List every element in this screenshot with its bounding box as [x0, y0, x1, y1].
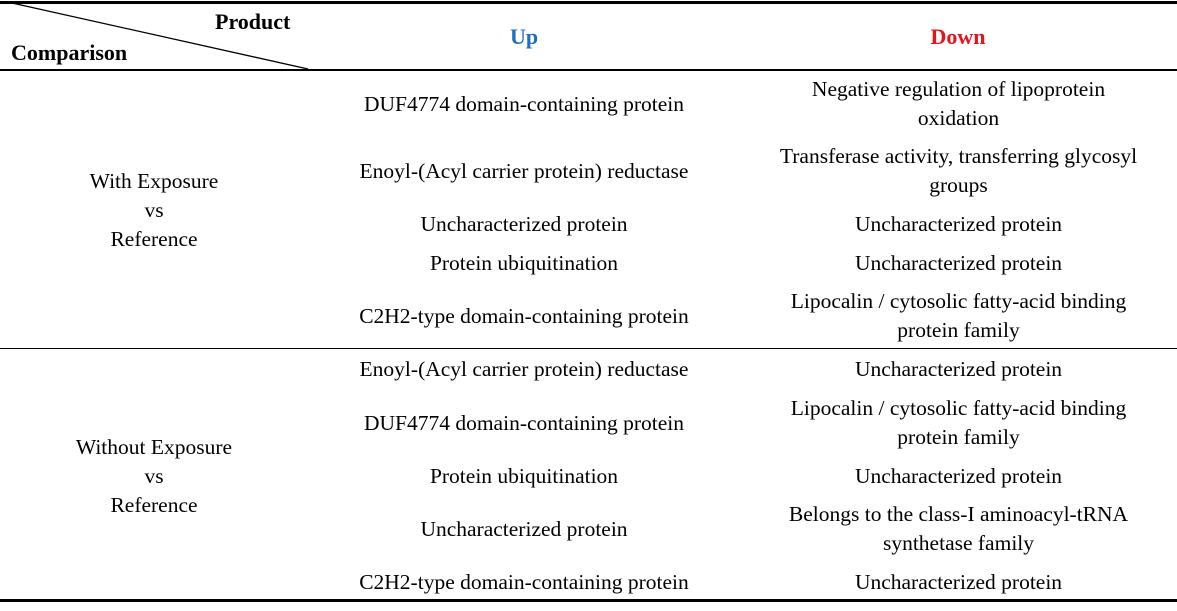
up-cell: C2H2-type domain-containing protein	[359, 303, 689, 328]
down-cell: Uncharacterized protein	[854, 463, 1063, 488]
comparison-line: vs	[144, 197, 164, 222]
down-line: Lipocalin / cytosolic fatty-acid binding	[790, 289, 1127, 313]
comparison-line: Without Exposure	[75, 434, 233, 459]
up-cell: DUF4774 domain-containing protein	[363, 91, 685, 116]
down-line: Lipocalin / cytosolic fatty-acid binding	[790, 396, 1127, 420]
down-line: protein family	[897, 425, 1020, 449]
down-cell: Transferase activity, transferring glyco…	[740, 142, 1177, 200]
down-cell: Lipocalin / cytosolic fatty-acid binding…	[740, 394, 1177, 452]
down-cell: Lipocalin / cytosolic fatty-acid binding…	[740, 287, 1177, 345]
comparison-line: Reference	[110, 492, 198, 517]
comparison-line: vs	[144, 463, 164, 488]
up-cell: Enoyl-(Acyl carrier protein) reductase	[359, 356, 689, 381]
down-cell: Negative regulation of lipoprotein oxida…	[740, 75, 1177, 133]
down-cell: Uncharacterized protein	[854, 356, 1063, 381]
comparison-line: With Exposure	[89, 168, 219, 193]
header-rule	[0, 69, 1177, 71]
up-cell: Protein ubiquitination	[429, 463, 619, 488]
top-rule	[0, 1, 1177, 4]
down-cell: Belongs to the class-I aminoacyl-tRNA sy…	[740, 500, 1177, 558]
up-cell: C2H2-type domain-containing protein	[359, 569, 689, 594]
header-up: Up	[509, 24, 539, 49]
comparison-cell-group-2: Without Exposure vs Reference	[20, 431, 288, 521]
down-line: Transferase activity, transferring glyco…	[779, 144, 1138, 168]
down-line: Negative regulation of lipoprotein	[811, 77, 1106, 101]
up-cell: DUF4774 domain-containing protein	[363, 410, 685, 435]
down-cell: Uncharacterized protein	[854, 569, 1063, 594]
comparison-cell-group-1: With Exposure vs Reference	[20, 165, 288, 255]
down-line: oxidation	[917, 106, 1000, 130]
bottom-rule	[0, 599, 1177, 602]
group-divider	[0, 348, 1177, 349]
header-comparison: Comparison	[11, 40, 128, 65]
comparison-line: Reference	[110, 226, 198, 251]
up-cell: Uncharacterized protein	[420, 516, 628, 541]
up-cell: Uncharacterized protein	[420, 211, 628, 236]
header-product: Product	[215, 9, 291, 34]
header-diagonal-line	[11, 2, 309, 70]
down-line: protein family	[897, 318, 1020, 342]
down-line: synthetase family	[882, 531, 1035, 555]
up-cell: Enoyl-(Acyl carrier protein) reductase	[359, 158, 689, 183]
up-cell: Protein ubiquitination	[429, 250, 619, 275]
down-cell: Uncharacterized protein	[854, 211, 1063, 236]
down-line: Belongs to the class-I aminoacyl-tRNA	[788, 502, 1129, 526]
down-cell: Uncharacterized protein	[854, 250, 1063, 275]
down-line: groups	[929, 173, 988, 197]
header-down: Down	[930, 24, 986, 49]
